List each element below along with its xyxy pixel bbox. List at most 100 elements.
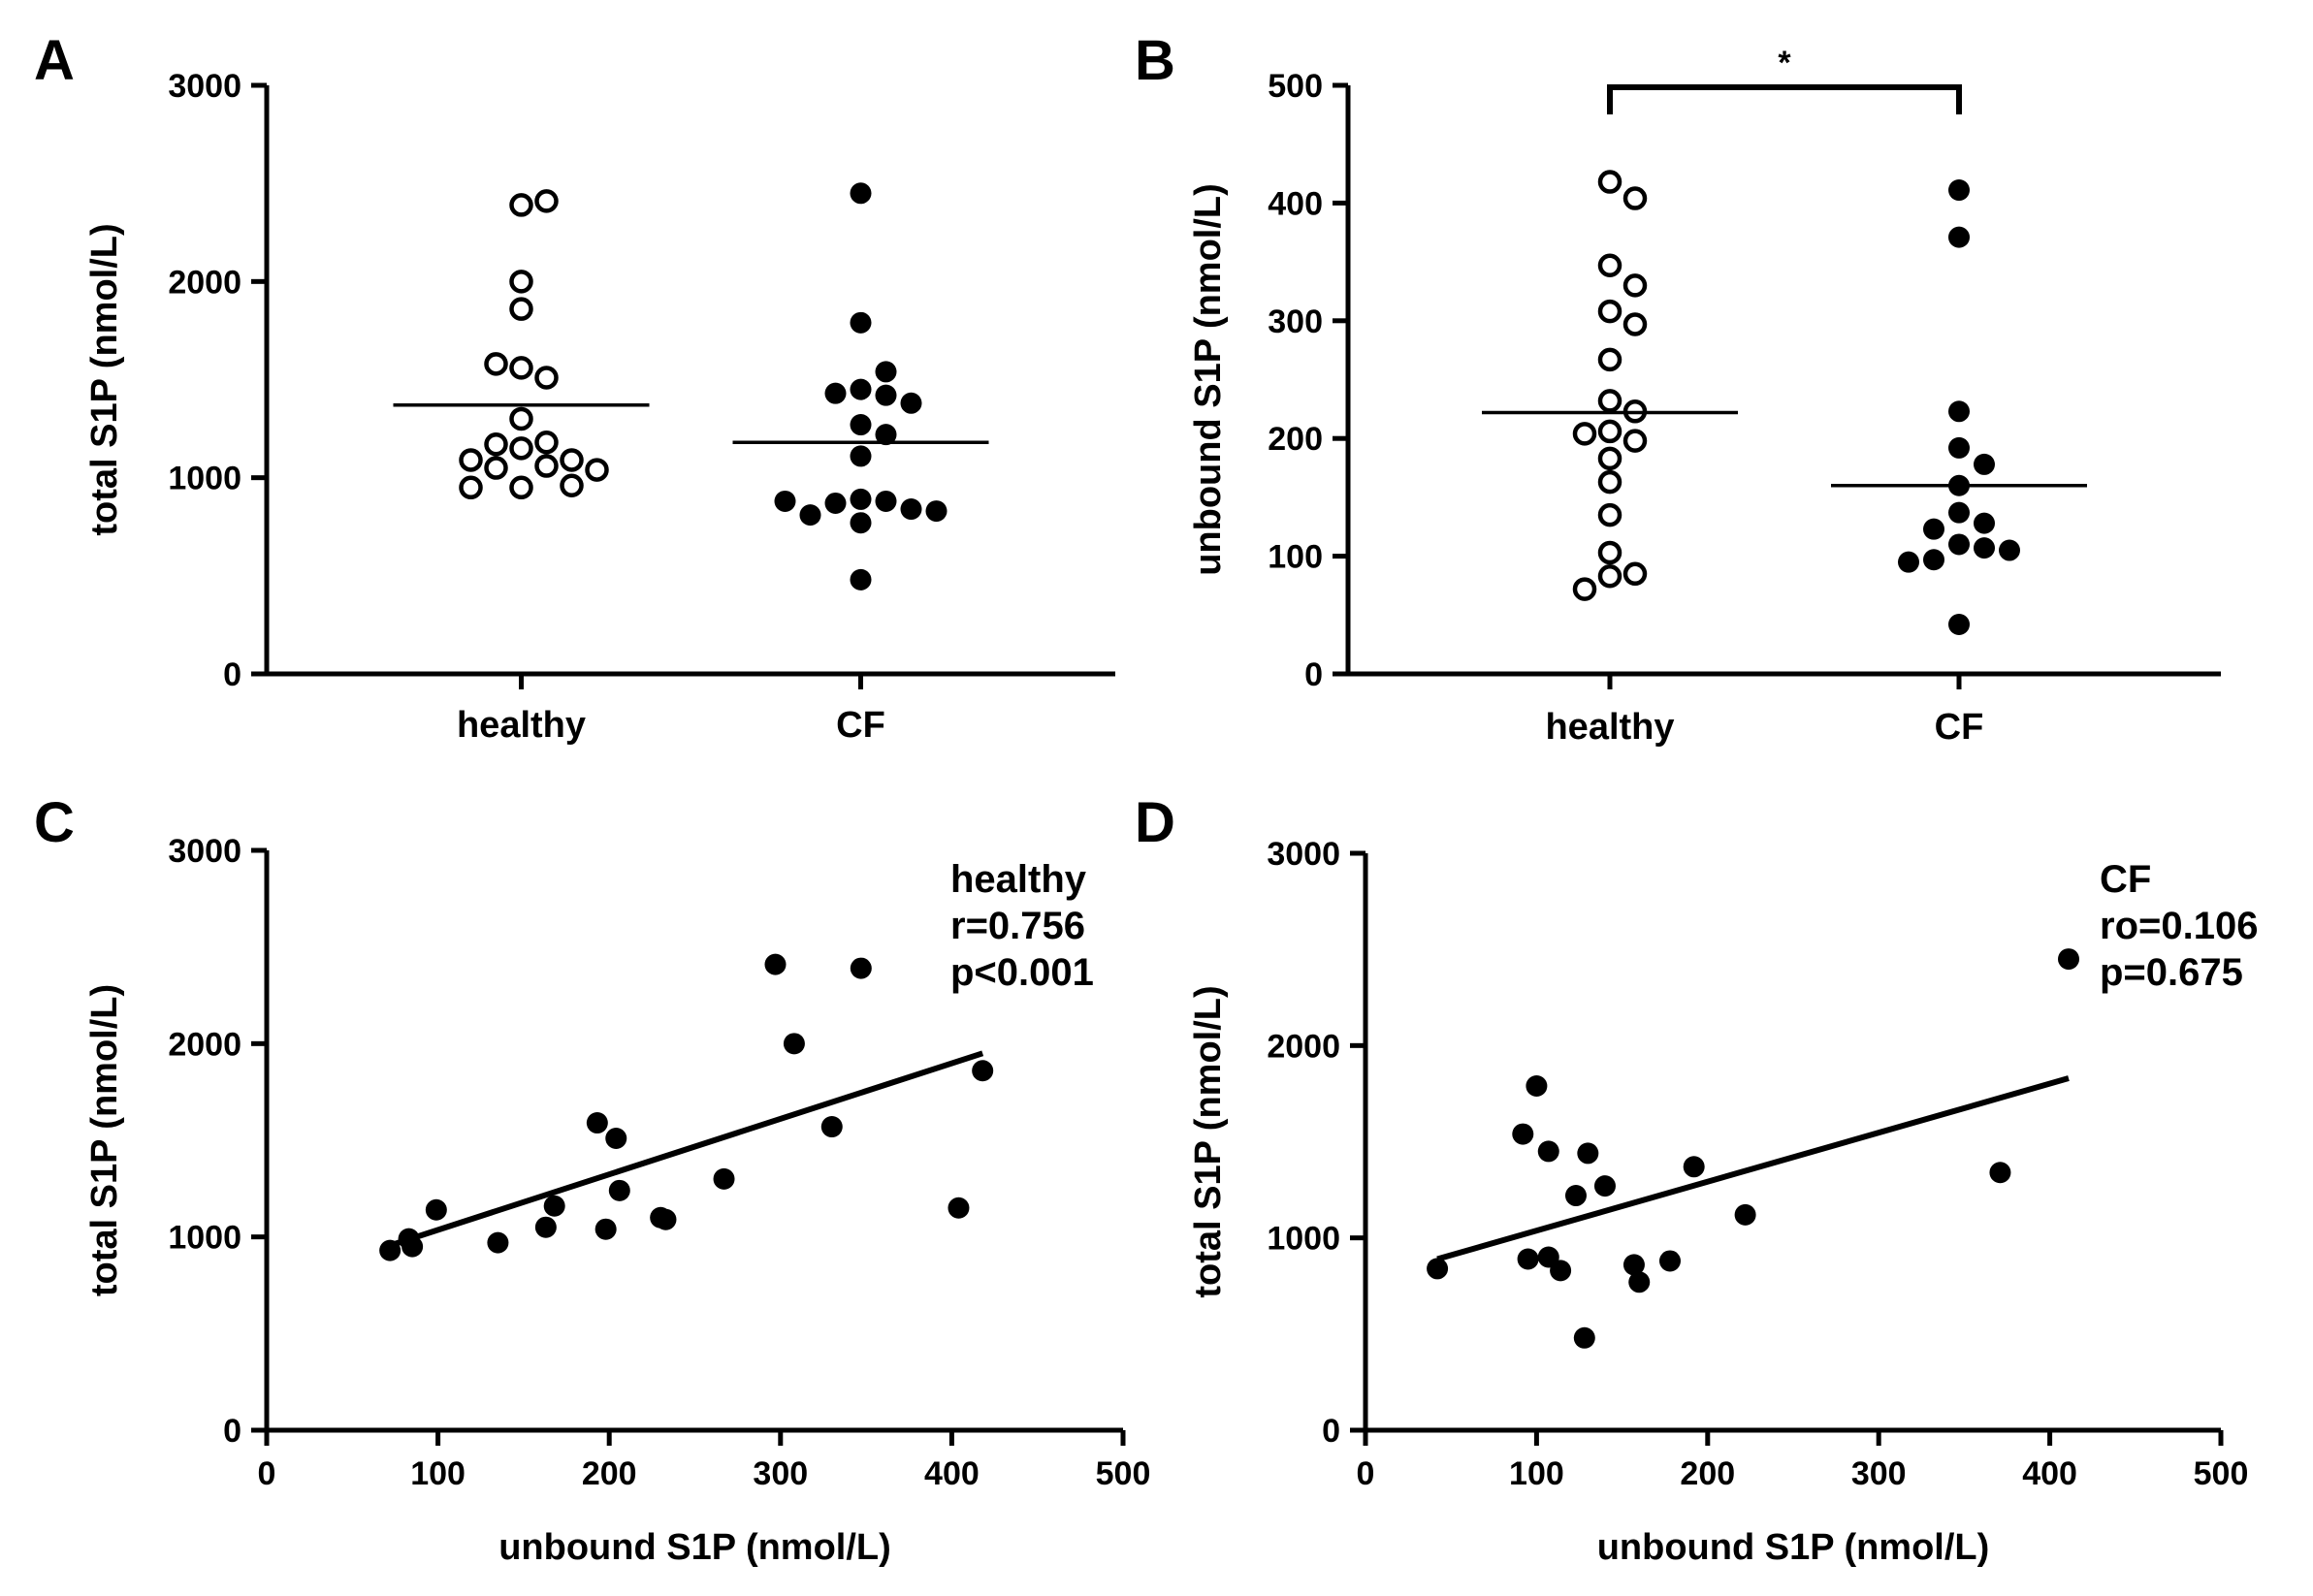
significance-asterisk: *	[1778, 45, 1791, 81]
open-data-point	[509, 297, 533, 321]
y-axis-title: total S1P (nmol/L)	[84, 223, 125, 535]
open-data-point	[509, 406, 533, 431]
panel-d: D 0 1000 2000 3000 total S1P (nmol/L) 0 100 200 3…	[1135, 791, 2258, 1568]
open-data-point	[534, 454, 559, 478]
panel-letter: A	[34, 29, 75, 92]
data-point	[850, 957, 872, 979]
filled-data-point	[799, 504, 821, 527]
filled-data-point	[850, 445, 872, 467]
x-tick-label: 100	[1509, 1455, 1564, 1492]
open-data-point	[1597, 540, 1622, 565]
stats-annotation: r=0.756	[950, 905, 1085, 947]
data-point	[764, 953, 787, 975]
stats-annotation: p=0.675	[2100, 951, 2243, 994]
stats-annotation: p<0.001	[950, 951, 1094, 994]
open-data-point	[484, 456, 508, 480]
filled-data-point	[1898, 551, 1919, 573]
filled-data-point	[900, 498, 922, 521]
open-data-point	[1572, 422, 1597, 446]
panel-letter: D	[1135, 791, 1175, 854]
filled-data-point	[850, 182, 872, 205]
filled-data-point	[875, 424, 897, 446]
filled-data-point	[1948, 533, 1970, 556]
open-data-point	[1597, 446, 1622, 471]
y-tick-label: 400	[1268, 185, 1323, 222]
data-point	[543, 1195, 565, 1217]
open-data-point	[1597, 419, 1622, 444]
data-point	[820, 1116, 843, 1138]
open-data-point	[484, 352, 508, 376]
filled-data-point	[1948, 400, 1970, 423]
x-category-label: healthy	[457, 705, 586, 746]
panel-a: A 0 1000 2000 3000 total S1P (nmol/L) healthy C…	[34, 29, 1115, 746]
data-point	[487, 1231, 509, 1254]
data-point	[1734, 1203, 1756, 1226]
y-tick-label: 300	[1268, 303, 1323, 340]
open-data-point	[560, 473, 584, 498]
stats-annotation: CF	[2100, 858, 2151, 901]
panel-letter: B	[1135, 29, 1175, 92]
filled-data-point	[1974, 453, 1995, 475]
y-tick-label: 2000	[168, 1026, 241, 1063]
y-tick-label: 500	[1268, 68, 1323, 105]
open-data-point	[1572, 577, 1597, 601]
filled-data-point	[850, 414, 872, 436]
x-tick-label: 400	[2022, 1455, 2077, 1492]
filled-data-point	[824, 382, 847, 404]
filled-data-point	[850, 311, 872, 334]
filled-data-point	[850, 378, 872, 400]
x-tick-label: 300	[1851, 1455, 1907, 1492]
y-axis-title: unbound S1P (nmol/L)	[1188, 183, 1229, 576]
filled-data-point	[1948, 436, 1970, 459]
open-data-point	[534, 430, 559, 455]
data-point	[402, 1235, 424, 1258]
filled-data-point	[1948, 226, 1970, 248]
filled-data-point	[1974, 512, 1995, 534]
open-data-point	[1597, 563, 1622, 589]
open-data-point	[1597, 170, 1622, 194]
stats-annotation: ro=0.106	[2100, 905, 2258, 947]
y-tick-label: 0	[1304, 656, 1323, 693]
open-data-point	[509, 193, 533, 217]
open-data-point	[1597, 469, 1622, 495]
panel-c: C 0 1000 2000 3000 total S1P (nmol/L) 0 100 200 3…	[34, 791, 1150, 1568]
open-data-point	[509, 270, 533, 294]
data-point	[534, 1216, 557, 1238]
data-point	[1658, 1250, 1681, 1272]
open-data-point	[1622, 561, 1648, 587]
data-point	[1564, 1185, 1587, 1207]
open-data-point	[1597, 389, 1622, 413]
panel-letter: C	[34, 791, 75, 854]
data-point	[2058, 948, 2080, 971]
filled-data-point	[824, 492, 847, 514]
data-point	[1593, 1175, 1616, 1197]
regression-line	[385, 1050, 984, 1250]
open-data-point	[560, 448, 584, 472]
open-data-point	[1597, 502, 1622, 527]
y-tick-label: 0	[223, 1413, 241, 1450]
open-data-point	[1597, 347, 1622, 372]
data-point	[972, 1060, 994, 1082]
data-point	[1427, 1258, 1449, 1280]
filled-data-point	[925, 500, 948, 523]
y-tick-label: 1000	[1267, 1221, 1340, 1258]
open-data-point	[509, 436, 533, 461]
data-point	[1537, 1140, 1559, 1163]
x-tick-label: 300	[753, 1455, 808, 1492]
x-category-label: CF	[1935, 707, 1984, 748]
data-point	[379, 1239, 402, 1261]
data-point	[1989, 1162, 2011, 1184]
open-data-point	[1622, 312, 1648, 336]
filled-data-point	[1974, 537, 1995, 559]
y-tick-label: 100	[1268, 539, 1323, 576]
x-category-label: healthy	[1545, 707, 1674, 748]
data-point	[608, 1179, 630, 1201]
data-point	[1622, 1254, 1645, 1276]
y-tick-label: 2000	[1267, 1028, 1340, 1065]
data-point	[655, 1208, 677, 1230]
data-point	[783, 1033, 805, 1055]
y-tick-label: 0	[223, 656, 241, 693]
y-tick-label: 200	[1268, 421, 1323, 458]
open-data-point	[534, 366, 559, 390]
